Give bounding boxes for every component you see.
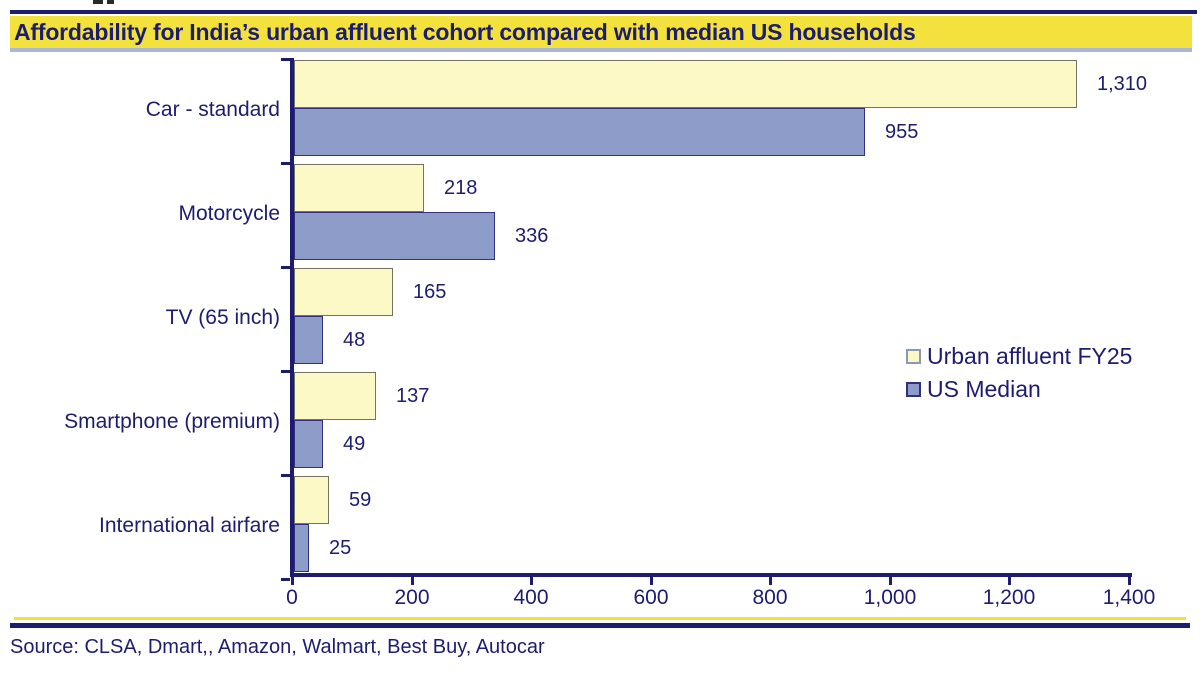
y-axis-tick xyxy=(281,370,290,373)
x-axis-tick-label: 600 xyxy=(633,586,669,609)
legend-item-urban-affluent: Urban affluent FY25 xyxy=(906,340,1132,373)
bar-urban-affluent xyxy=(294,268,393,316)
category-label: Smartphone (premium) xyxy=(64,410,280,433)
bar-value-label: 218 xyxy=(444,177,478,199)
legend-swatch-yellow-icon xyxy=(906,349,921,364)
legend-label-us-median: US Median xyxy=(927,376,1041,402)
x-axis-tick xyxy=(889,577,892,585)
bar-value-label: 59 xyxy=(349,489,372,511)
x-axis-tick xyxy=(1008,577,1011,585)
x-axis-tick-label: 400 xyxy=(513,586,549,609)
x-axis-tick-label: 1,400 xyxy=(1102,586,1156,609)
cropped-text-artifact xyxy=(93,0,103,4)
y-axis-tick xyxy=(281,162,290,165)
chart-title-band: Affordability for India’s urban affluent… xyxy=(10,16,1192,48)
legend: Urban affluent FY25 US Median xyxy=(906,340,1132,406)
x-axis-tick xyxy=(530,577,533,585)
category-label: Car - standard xyxy=(145,98,280,121)
x-axis-line xyxy=(290,573,1132,577)
bottom-rule xyxy=(10,623,1190,628)
bar-value-label: 137 xyxy=(396,385,430,407)
x-axis-tick-label: 200 xyxy=(394,586,430,609)
x-axis-tick xyxy=(1128,577,1131,585)
y-axis-tick xyxy=(281,266,290,269)
title-underline-rule xyxy=(10,48,1192,52)
cropped-text-artifact xyxy=(107,0,114,4)
source-note: Source: CLSA, Dmart,, Amazon, Walmart, B… xyxy=(10,636,545,658)
bar-urban-affluent xyxy=(294,476,329,524)
bar-value-label: 336 xyxy=(515,225,549,247)
bar-urban-affluent xyxy=(294,372,376,420)
y-axis-tick xyxy=(281,474,290,477)
bar-value-label: 49 xyxy=(343,433,366,455)
bar-value-label: 955 xyxy=(885,121,919,143)
bar-us-median xyxy=(294,108,865,156)
x-axis-tick-label: 1,200 xyxy=(982,586,1036,609)
x-axis-tick-label: 0 xyxy=(286,586,298,609)
chart-title: Affordability for India’s urban affluent… xyxy=(14,18,916,45)
bar-value-label: 165 xyxy=(413,281,447,303)
bar-us-median xyxy=(294,420,323,468)
bar-value-label: 48 xyxy=(343,329,366,351)
bar-us-median xyxy=(294,212,495,260)
legend-item-us-median: US Median xyxy=(906,373,1132,406)
x-axis-tick xyxy=(411,577,414,585)
y-axis-tick xyxy=(281,578,290,581)
y-axis-tick xyxy=(281,58,290,61)
x-axis-tick xyxy=(291,577,294,585)
y-axis-line xyxy=(290,58,294,577)
bar-us-median xyxy=(294,316,323,364)
legend-label-urban-affluent: Urban affluent FY25 xyxy=(927,343,1133,369)
bar-urban-affluent xyxy=(294,60,1077,108)
x-axis-tick-label: 1,000 xyxy=(863,586,917,609)
bar-value-label: 25 xyxy=(329,537,352,559)
category-label: International airfare xyxy=(99,514,280,537)
category-label: Motorcycle xyxy=(178,202,280,225)
x-axis-tick xyxy=(769,577,772,585)
bar-value-label: 1,310 xyxy=(1097,73,1148,95)
x-axis-tick-label: 800 xyxy=(752,586,788,609)
x-axis-tick xyxy=(650,577,653,585)
category-label: TV (65 inch) xyxy=(165,306,280,329)
legend-swatch-blue-icon xyxy=(906,382,921,397)
top-rule xyxy=(10,10,1197,14)
bar-urban-affluent xyxy=(294,164,424,212)
bar-us-median xyxy=(294,524,309,572)
bottom-yellow-rule xyxy=(14,617,1186,620)
